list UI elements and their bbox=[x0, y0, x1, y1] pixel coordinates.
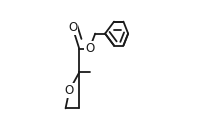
Text: O: O bbox=[65, 84, 74, 97]
Text: O: O bbox=[68, 21, 77, 34]
Text: O: O bbox=[85, 42, 94, 55]
